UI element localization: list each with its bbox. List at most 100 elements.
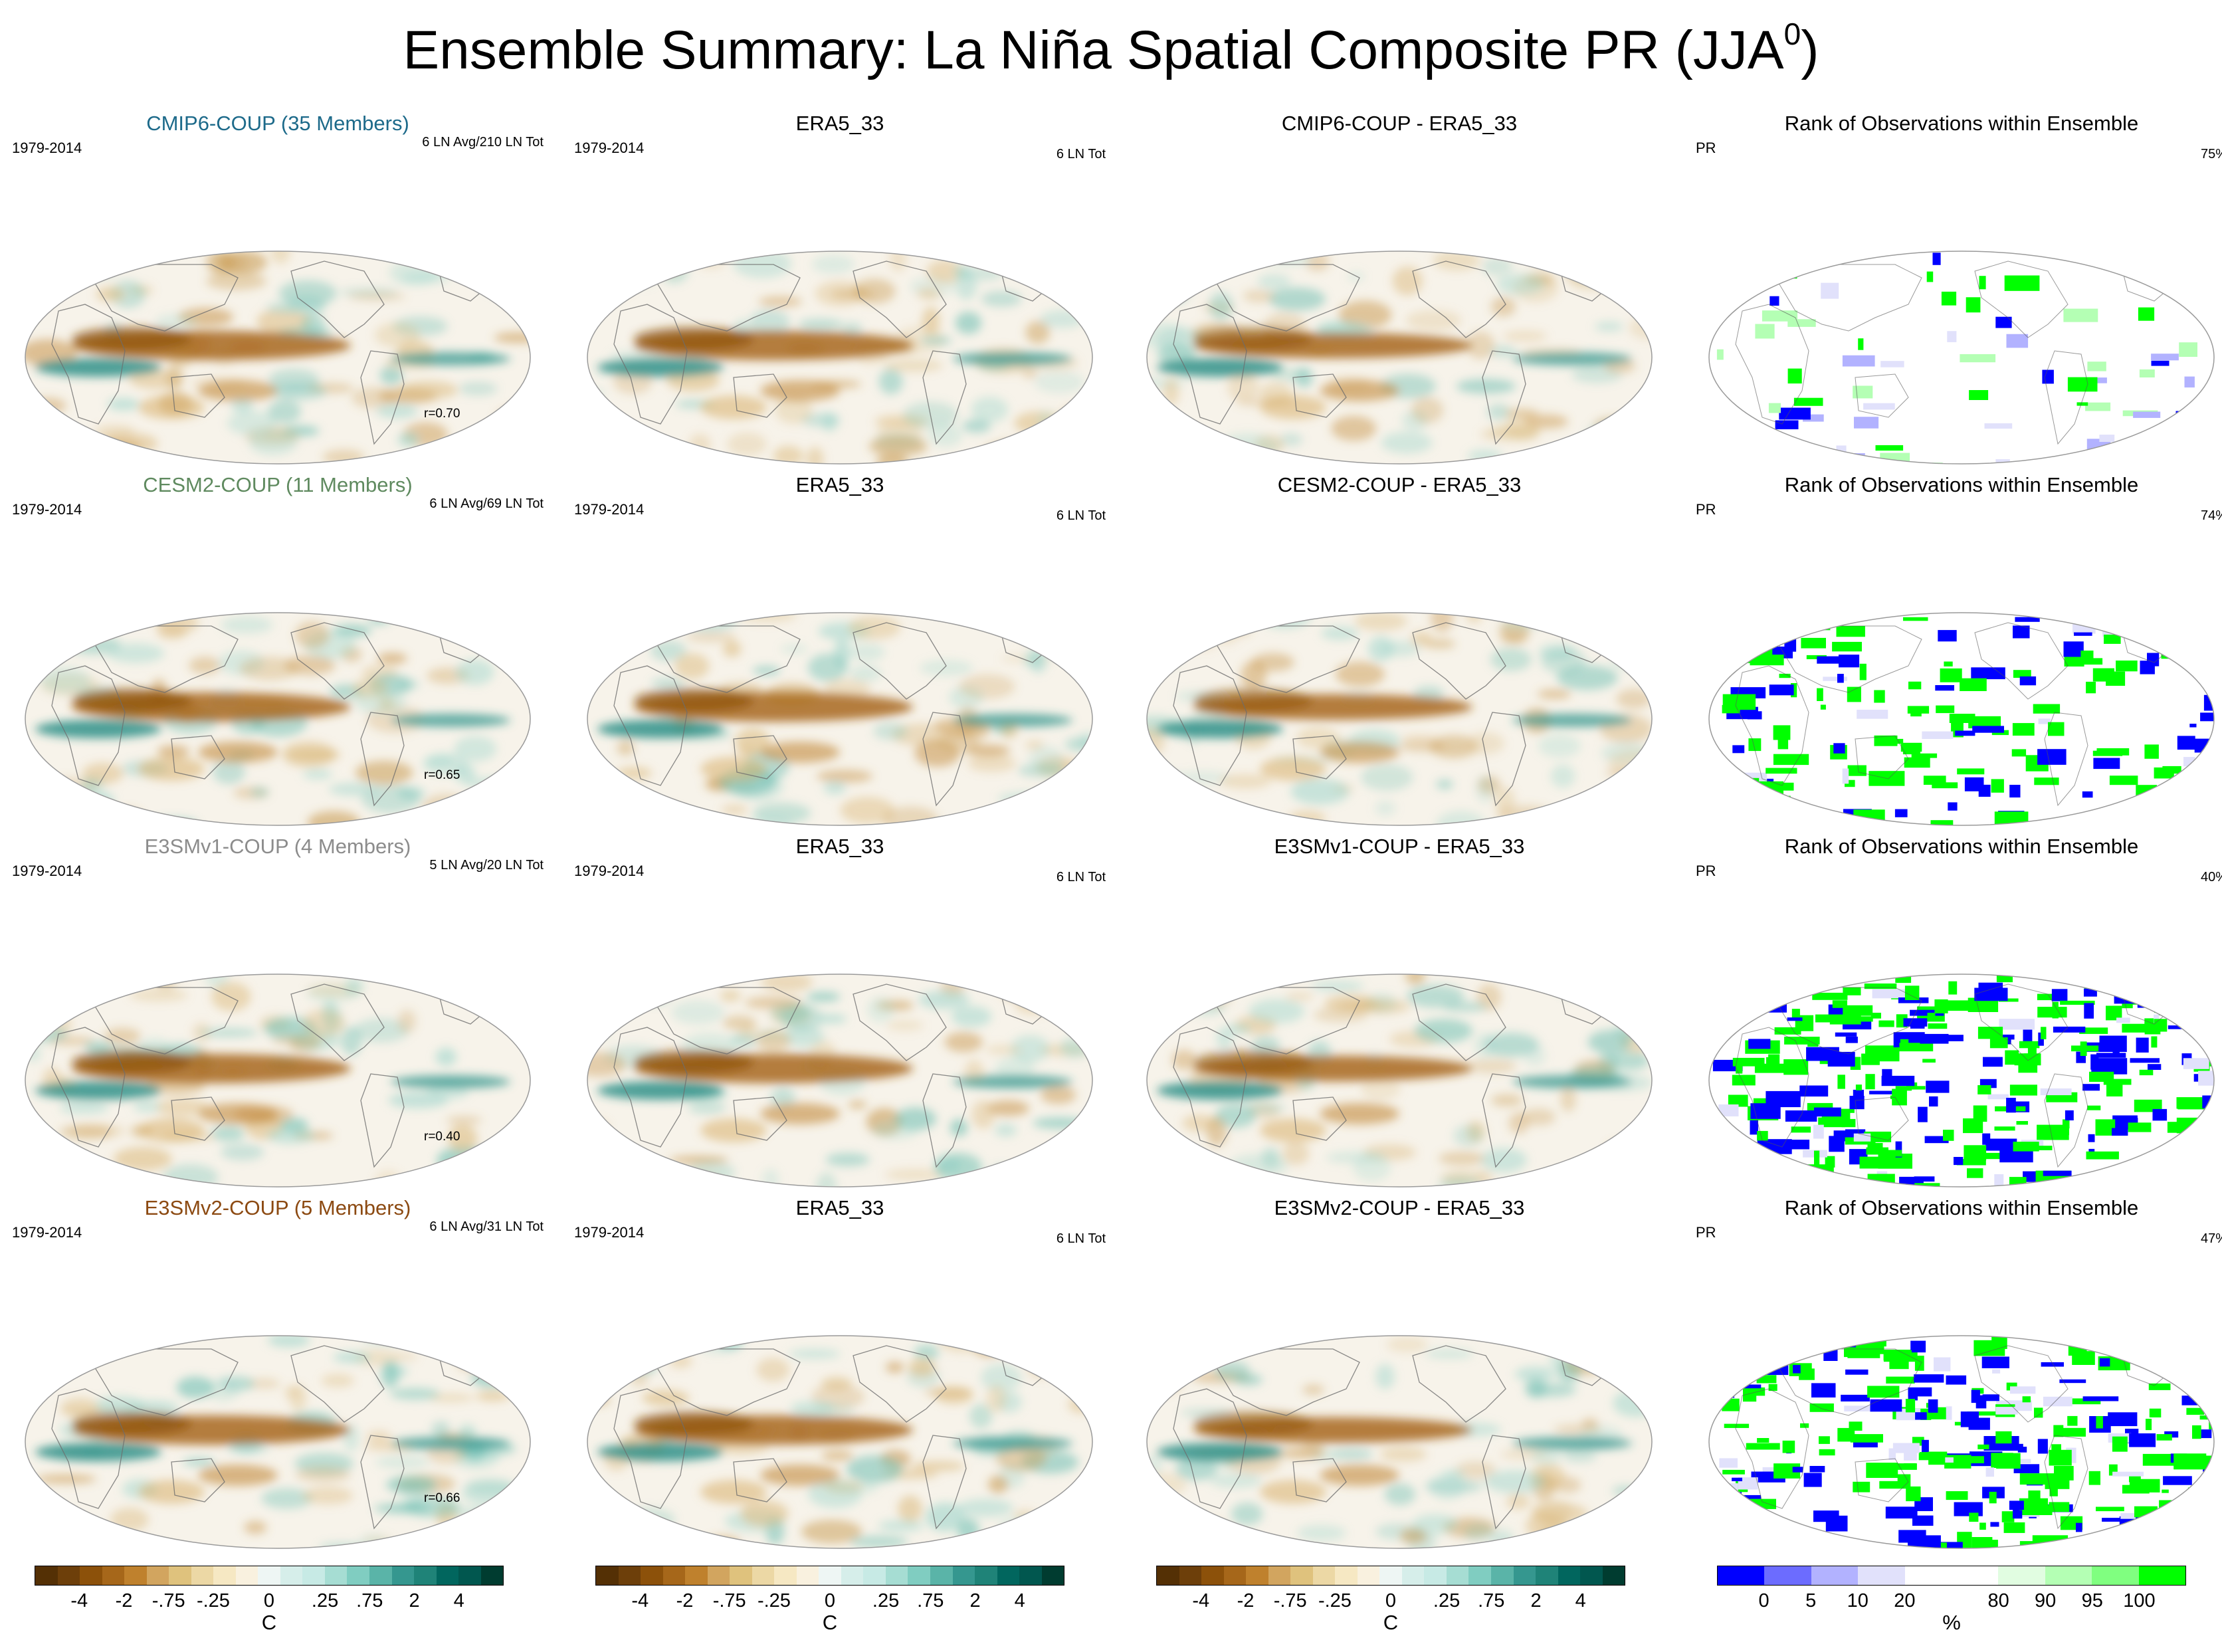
colorbar-swatch xyxy=(369,1566,392,1585)
panel-title: CMIP6-COUP (35 Members) xyxy=(12,112,544,136)
percent-label: 40% xyxy=(2201,869,2222,885)
period-label: 1979-2014 xyxy=(574,863,644,880)
composite-count-label: 6 LN Tot xyxy=(1057,146,1106,162)
panel-title: Rank of Observations within Ensemble xyxy=(1696,1196,2222,1220)
colorbar-tick-label: 100 xyxy=(2123,1590,2155,1612)
colorbar-swatch xyxy=(730,1566,752,1585)
colorbar-swatches xyxy=(1156,1566,1625,1586)
colorbar-swatch xyxy=(58,1566,80,1585)
colorbar-swatch xyxy=(619,1566,641,1585)
colorbar-tick-label: .75 xyxy=(356,1590,383,1612)
colorbar-tick-label: -.25 xyxy=(197,1590,230,1612)
colorbar-swatch xyxy=(169,1566,191,1585)
panel-title: Rank of Observations within Ensemble xyxy=(1696,473,2222,497)
colorbar-tick-label: 0 xyxy=(264,1590,274,1612)
colorbar-unit-label: C xyxy=(262,1611,276,1635)
panel-title: CMIP6-COUP - ERA5_33 xyxy=(1134,112,1665,136)
colorbar-swatch xyxy=(975,1566,997,1585)
colorbar-swatch xyxy=(841,1566,864,1585)
colorbar-swatch xyxy=(1019,1566,1042,1585)
colorbar-tick-label: .25 xyxy=(872,1590,899,1612)
colorbar-swatch xyxy=(1402,1566,1425,1585)
figure-title-text: Ensemble Summary: La Niña Spatial Compos… xyxy=(403,20,1783,80)
colorbar-swatch xyxy=(1424,1566,1447,1585)
panel-diff-row-4: E3SMv2-COUP - ERA5_33 xyxy=(1134,1196,1665,1555)
colorbar-tick-label: .75 xyxy=(917,1590,944,1612)
map-model-row-4 xyxy=(12,1196,544,1555)
colorbar-swatch xyxy=(1998,1566,2045,1585)
colorbar-swatch xyxy=(1379,1566,1402,1585)
colorbar-swatch xyxy=(414,1566,437,1585)
map-model-row-3 xyxy=(12,835,544,1193)
panel-diff-row-2: CESM2-COUP - ERA5_33 xyxy=(1134,473,1665,832)
colorbar-swatch xyxy=(1335,1566,1358,1585)
pattern-correlation-label: r=0.40 xyxy=(424,1130,460,1144)
map-rank-row-3 xyxy=(1696,835,2222,1193)
colorbar-swatch xyxy=(1491,1566,1514,1585)
colorbar-swatch xyxy=(1558,1566,1581,1585)
period-label: 1979-2014 xyxy=(12,1224,82,1241)
colorbar-tick-label: -4 xyxy=(70,1590,88,1612)
panel-title: CESM2-COUP (11 Members) xyxy=(12,473,544,497)
colorbar-swatch xyxy=(1358,1566,1380,1585)
map-model-row-1 xyxy=(12,112,544,470)
colorbar-tick-label: 10 xyxy=(1847,1590,1868,1612)
colorbar-swatch xyxy=(997,1566,1020,1585)
map-obs-row-3 xyxy=(574,835,1106,1193)
colorbar-swatch xyxy=(1447,1566,1469,1585)
panel-title: ERA5_33 xyxy=(574,1196,1106,1220)
pattern-correlation-label: r=0.65 xyxy=(424,768,460,783)
colorbar-swatch xyxy=(1246,1566,1268,1585)
colorbar-tick-label: 2 xyxy=(409,1590,419,1612)
colorbar-swatch xyxy=(1952,1566,1998,1585)
colorbar-tick-label: -2 xyxy=(1237,1590,1255,1612)
colorbar-swatch xyxy=(1042,1566,1064,1585)
colorbar-swatch xyxy=(1224,1566,1247,1585)
colorbar-swatch xyxy=(1179,1566,1202,1585)
panel-title: ERA5_33 xyxy=(574,112,1106,136)
colorbar-swatch xyxy=(35,1566,58,1585)
colorbar-swatch xyxy=(302,1566,325,1585)
colorbar-swatch xyxy=(1811,1566,1858,1585)
colorbar-swatch xyxy=(258,1566,280,1585)
composite-count-label: 6 LN Tot xyxy=(1057,869,1106,885)
colorbar-swatch xyxy=(1858,1566,1904,1585)
colorbar-swatch xyxy=(1536,1566,1558,1585)
panel-diff-row-3: E3SMv1-COUP - ERA5_33 xyxy=(1134,835,1665,1193)
colorbar-swatch xyxy=(641,1566,663,1585)
colorbar-swatch xyxy=(1468,1566,1491,1585)
colorbar-unit-label: % xyxy=(1942,1611,1961,1635)
map-diff-row-4 xyxy=(1134,1196,1665,1555)
colorbar-swatch xyxy=(1603,1566,1625,1585)
period-label: 1979-2014 xyxy=(12,863,82,880)
colorbar-tick-label: -2 xyxy=(116,1590,133,1612)
figure-title-superscript: 0 xyxy=(1784,17,1801,51)
figure-title: Ensemble Summary: La Niña Spatial Compos… xyxy=(0,17,2222,84)
panel-title: ERA5_33 xyxy=(574,473,1106,497)
colorbar-swatch xyxy=(1718,1566,1764,1585)
colorbar-swatch xyxy=(280,1566,303,1585)
map-diff-row-3 xyxy=(1134,835,1665,1193)
colorbar-swatch xyxy=(2139,1566,2185,1585)
composite-count-label: 6 LN Avg/69 LN Tot xyxy=(429,496,544,512)
composite-count-label: 5 LN Avg/20 LN Tot xyxy=(429,857,544,873)
colorbar-tick-label: 2 xyxy=(1530,1590,1541,1612)
map-obs-row-2 xyxy=(574,473,1106,832)
panel-title: ERA5_33 xyxy=(574,835,1106,859)
colorbar-swatch xyxy=(2045,1566,2092,1585)
panel-title: E3SMv2-COUP - ERA5_33 xyxy=(1134,1196,1665,1220)
colorbar-tick-label: .75 xyxy=(1478,1590,1504,1612)
colorbar-tick-label: 4 xyxy=(1575,1590,1586,1612)
colorbar-tick-label: 4 xyxy=(454,1590,464,1612)
colorbar-tick-label: -4 xyxy=(1192,1590,1209,1612)
colorbar-swatch xyxy=(1313,1566,1336,1585)
